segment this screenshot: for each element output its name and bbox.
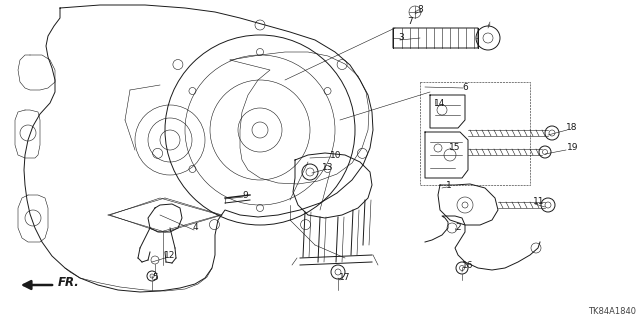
- Text: TK84A1840: TK84A1840: [588, 307, 636, 316]
- Text: 10: 10: [330, 150, 342, 159]
- Text: 18: 18: [566, 124, 577, 132]
- Text: 14: 14: [434, 99, 445, 108]
- Text: 19: 19: [567, 143, 579, 153]
- Text: 7: 7: [407, 18, 413, 27]
- Text: FR.: FR.: [58, 276, 80, 290]
- Text: 9: 9: [242, 190, 248, 199]
- Text: 16: 16: [462, 260, 474, 269]
- Text: 13: 13: [322, 164, 333, 172]
- Text: 12: 12: [164, 252, 175, 260]
- Text: 3: 3: [398, 34, 404, 43]
- Text: 11: 11: [533, 197, 545, 206]
- Text: 15: 15: [449, 143, 461, 153]
- Text: 6: 6: [462, 84, 468, 92]
- Text: 1: 1: [446, 180, 452, 189]
- Text: 8: 8: [417, 5, 423, 14]
- Text: 2: 2: [455, 223, 461, 233]
- Text: 17: 17: [339, 274, 351, 283]
- Text: 4: 4: [193, 223, 198, 233]
- Text: 5: 5: [152, 274, 157, 283]
